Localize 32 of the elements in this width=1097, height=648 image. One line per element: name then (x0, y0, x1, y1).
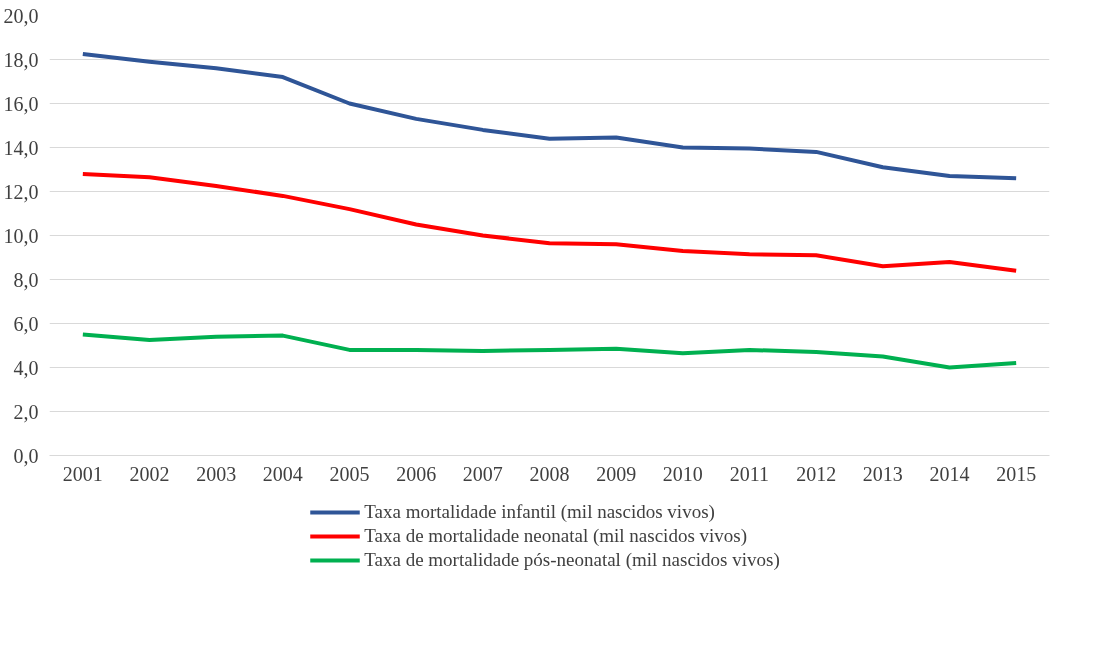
x-tick-label: 2002 (129, 462, 170, 485)
legend-label: Taxa de mortalidade pós-neonatal (mil nascidos vivos) (364, 548, 780, 571)
y-tick-label: 10,0 (3, 224, 39, 247)
legend-label: Taxa mortalidade infantil (mil nascidos vivos) (364, 500, 715, 523)
legend-label: Taxa de mortalidade neonatal (mil nascidos vivos) (364, 524, 748, 547)
line-series (80, 332, 1019, 370)
y-tick-label: 2,0 (13, 400, 39, 423)
x-tick-label: 2008 (529, 462, 570, 485)
line-series (80, 171, 1019, 273)
x-tick-label: 2015 (996, 462, 1037, 485)
x-tick-label: 2011 (729, 462, 770, 485)
x-tick-label: 2001 (62, 462, 103, 485)
y-tick-label: 8,0 (13, 268, 39, 291)
x-tick-label: 2006 (396, 462, 437, 485)
x-tick-label: 2014 (929, 462, 970, 485)
x-tick-label: 2012 (796, 462, 837, 485)
y-tick-label: 6,0 (13, 312, 39, 335)
x-tick-label: 2004 (262, 462, 303, 485)
y-tick-label: 0,0 (13, 444, 39, 467)
x-tick-label: 2010 (662, 462, 703, 485)
y-tick-label: 16,0 (3, 92, 39, 115)
x-tick-label: 2009 (596, 462, 637, 485)
y-tick-label: 14,0 (3, 136, 39, 159)
y-tick-label: 12,0 (3, 180, 39, 203)
y-tick-label: 4,0 (13, 356, 39, 379)
y-tick-label: 18,0 (3, 48, 39, 71)
x-tick-label: 2005 (329, 462, 370, 485)
line-series (80, 52, 1019, 181)
x-tick-label: 2007 (462, 462, 503, 485)
y-tick-label: 20,0 (3, 4, 39, 27)
x-tick-label: 2013 (862, 462, 903, 485)
x-tick-label: 2003 (196, 462, 237, 485)
